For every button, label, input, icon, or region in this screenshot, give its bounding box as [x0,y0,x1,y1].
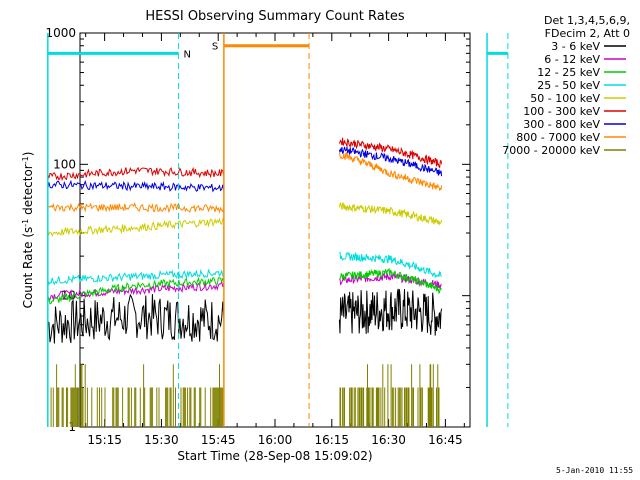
legend-entry-label: 300 - 800 keV [523,118,600,131]
x-axis-label: Start Time (28-Sep-08 15:09:02) [177,449,372,463]
chart-title: HESSI Observing Summary Count Rates [145,9,404,24]
x-tick-label: 16:45 [428,433,463,447]
series-line-3-seg1 [47,268,224,286]
series-line-4-seg1 [47,217,225,238]
series-line-2-seg2 [339,268,442,295]
legend-entry-label: 100 - 300 keV [523,105,600,118]
series-line-0-seg2 [338,288,443,336]
legend-entry-label: 25 - 50 keV [537,79,600,92]
y-tick-label: 100 [53,157,76,171]
legend-entry-label: 6 - 12 keV [544,53,600,66]
legend-entry-label: 50 - 100 keV [530,92,600,105]
series-line-6-seg2 [338,146,443,177]
x-tick-label: 16:00 [258,433,293,447]
legend-entry-label: 3 - 6 keV [551,40,600,53]
series-line-1-seg1 [47,280,225,302]
series-line-0-seg1 [47,293,225,344]
y-axis-label: Count Rate (s-1 detector-1) [21,152,36,309]
series-line-8-seg2 [339,364,440,427]
saa-label: S [212,42,218,53]
legend-entry-label: 800 - 7000 keV [516,131,600,144]
series-line-5-seg1 [47,166,225,182]
legend-header-2: FDecim 2, Att 0 [545,27,630,40]
series-line-8-seg1 [47,364,224,427]
series-line-3-seg2 [339,251,442,279]
night-label: N [183,49,190,60]
x-tick-label: 16:15 [314,433,349,447]
series-line-7-seg2 [338,151,443,192]
x-tick-label: 15:45 [201,433,236,447]
y-tick-label: 1000 [45,26,76,40]
legend-entry-label: 7000 - 20000 keV [502,144,600,157]
legend-entry-label: 12 - 25 keV [537,66,600,79]
series-line-4-seg2 [338,202,443,226]
series-line-6-seg1 [47,179,225,193]
series-line-5-seg2 [338,137,443,169]
series-line-2-seg1 [47,276,225,305]
generation-timestamp: 5-Jan-2010 11:55 [556,466,634,475]
legend-header-1: Det 1,3,4,5,6,9, [544,14,630,27]
x-tick-label: 15:30 [144,433,179,447]
x-tick-label: 15:15 [87,433,122,447]
x-tick-label: 16:30 [371,433,406,447]
series-line-7-seg1 [47,202,225,214]
